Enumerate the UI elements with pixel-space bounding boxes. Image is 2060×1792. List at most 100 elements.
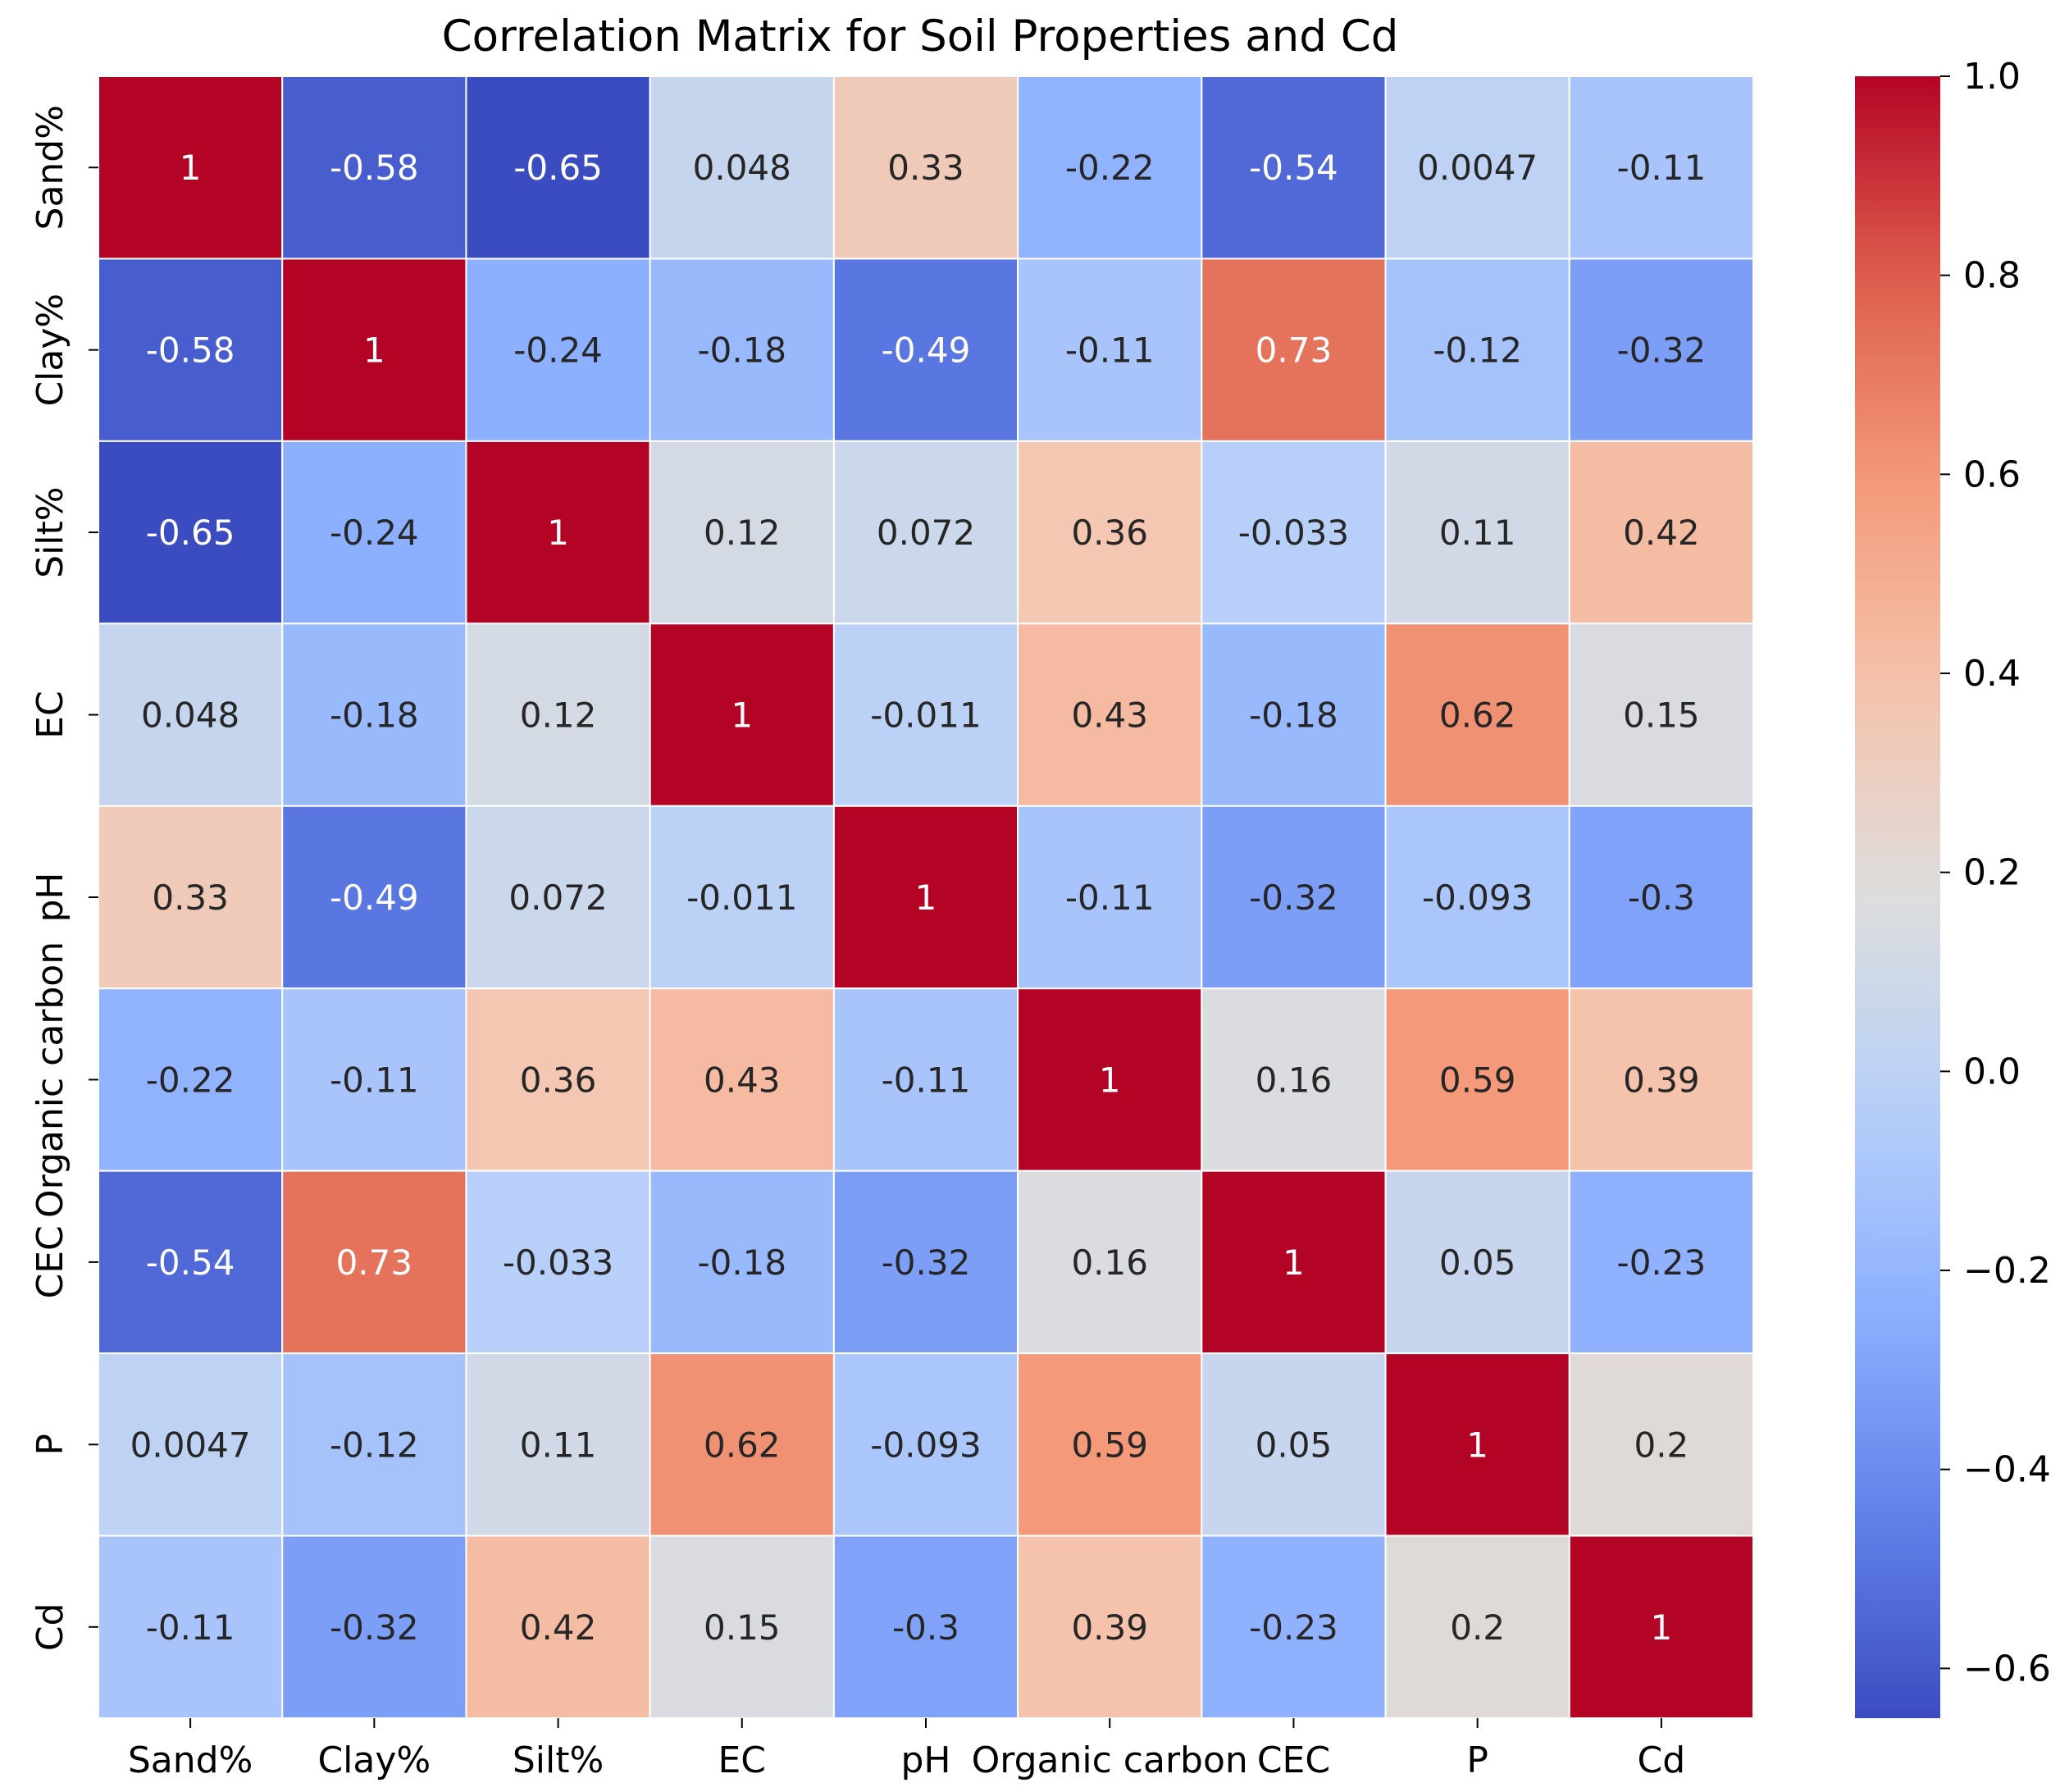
heatmap-cell-6-0 [98,1170,284,1355]
heatmap-cell-3-1 [281,622,467,807]
cell-label-0-7: 0.0047 [1417,148,1538,188]
heatmap-cell-4-2 [465,805,651,990]
heatmap-cells [98,75,1755,1719]
heatmap-cell-7-0 [98,1352,284,1537]
heatmap-cell-5-0 [98,987,284,1172]
y-tick-label-6: CEC [30,1225,71,1298]
cell-label-6-1: 0.73 [336,1243,413,1283]
cell-label-0-1: -0.58 [330,148,419,188]
cell-label-2-3: 0.12 [704,513,781,553]
cell-label-2-1: -0.24 [330,513,419,553]
cell-label-6-4: -0.32 [882,1243,971,1283]
heatmap-cell-2-8 [1568,440,1755,625]
cell-label-6-5: 0.16 [1071,1243,1148,1283]
y-tick-label-0: Sand% [30,105,71,230]
cell-label-6-2: -0.033 [503,1243,613,1283]
x-tick-label-0: Sand% [128,1740,253,1781]
heatmap-cell-6-4 [832,1170,1019,1355]
y-tick-label-8: Cd [30,1603,71,1651]
cell-label-8-0: -0.11 [146,1607,235,1648]
heatmap-cell-7-8 [1568,1352,1755,1537]
cell-label-8-3: 0.15 [704,1607,781,1648]
x-tick-label-8: Cd [1638,1740,1686,1781]
cell-label-1-4: -0.49 [882,331,971,371]
cell-label-8-7: 0.2 [1450,1607,1505,1648]
heatmap-cell-8-3 [649,1534,835,1719]
cell-label-7-6: 0.05 [1256,1425,1333,1465]
heatmap-cell-8-5 [1017,1534,1203,1719]
heatmap-cell-8-8 [1568,1534,1755,1719]
cell-label-0-6: -0.54 [1249,148,1338,188]
cell-label-5-2: 0.36 [520,1060,597,1100]
colorbar-gradient [1855,76,1940,1718]
y-tick-label-7: P [30,1434,71,1456]
cell-label-7-2: 0.11 [520,1425,597,1465]
cell-label-5-3: 0.43 [704,1060,781,1100]
cell-label-5-1: -0.11 [330,1060,419,1100]
heatmap-cell-labels: 1 -0.58 -0.65 0.048 0.33 -0.22 -0.54 0.0047 -0.1… [130,148,1707,1648]
heatmap-cell-0-1 [281,75,467,260]
cell-label-4-3: -0.011 [686,878,797,918]
heatmap-cell-6-7 [1384,1170,1570,1355]
cell-label-4-5: -0.11 [1065,878,1155,918]
heatmap-cell-7-6 [1201,1352,1387,1537]
heatmap-cell-3-8 [1568,622,1755,807]
colorbar-tick-label-7: −0.4 [1963,1449,2051,1491]
cell-label-6-7: 0.05 [1439,1243,1516,1283]
cell-label-6-8: -0.23 [1617,1243,1707,1283]
y-tick-label-4: pH [30,872,71,922]
cell-label-7-3: 0.62 [704,1425,781,1465]
heatmap-cell-1-8 [1568,258,1755,442]
y-axis: Sand% Clay% Silt% EC pH Organic carbon CEC P Cd [30,105,98,1651]
chart-title: Correlation Matrix for Soil Properties a… [442,11,1399,62]
cell-label-2-7: 0.11 [1439,513,1516,553]
heatmap-cell-7-2 [465,1352,651,1537]
heatmap-cell-1-5 [1017,258,1203,442]
cell-label-0-5: -0.22 [1065,148,1155,188]
cell-label-3-4: -0.011 [870,695,981,736]
heatmap-cell-1-6 [1201,258,1387,442]
heatmap-cell-3-0 [98,622,284,807]
heatmap-cell-7-3 [649,1352,835,1537]
cell-label-1-5: -0.11 [1065,331,1155,371]
heatmap-cell-4-3 [649,805,835,990]
heatmap-cell-7-5 [1017,1352,1203,1537]
cell-label-3-2: 0.12 [520,695,597,736]
cell-label-6-0: -0.54 [146,1243,235,1283]
cell-label-0-3: 0.048 [693,148,791,188]
cell-label-7-4: -0.093 [870,1425,981,1465]
cell-label-7-0: 0.0047 [130,1425,251,1465]
heatmap-cell-5-5 [1017,987,1203,1172]
y-tick-label-2: Silt% [30,486,71,577]
cell-label-5-5: 1 [1099,1060,1121,1100]
cell-label-1-2: -0.24 [513,331,603,371]
colorbar-tick-label-5: 0.0 [1963,1051,2021,1092]
heatmap-cell-2-6 [1201,440,1387,625]
cell-label-5-8: 0.39 [1623,1060,1700,1100]
cell-label-8-1: -0.32 [330,1607,419,1648]
heatmap-cell-2-4 [832,440,1019,625]
x-tick-label-1: Clay% [317,1740,431,1781]
y-tick-label-3: EC [30,691,71,739]
cell-label-0-2: -0.65 [513,148,603,188]
heatmap-cell-3-3 [649,622,835,807]
colorbar-tick-label-2: 0.6 [1963,454,2021,495]
heatmap-cell-4-1 [281,805,467,990]
heatmap-cell-2-3 [649,440,835,625]
colorbar-tick-label-0: 1.0 [1963,56,2021,98]
colorbar-tick-label-3: 0.4 [1963,653,2021,695]
cell-label-3-5: 0.43 [1071,695,1148,736]
cell-label-8-8: 1 [1651,1607,1673,1648]
cell-label-2-5: 0.36 [1071,513,1148,553]
heatmap-cell-6-2 [465,1170,651,1355]
cell-label-1-8: -0.32 [1617,331,1707,371]
x-tick-label-5: Organic carbon [972,1740,1248,1781]
cell-label-0-8: -0.11 [1617,148,1707,188]
cell-label-4-2: 0.072 [508,878,607,918]
cell-label-7-1: -0.12 [330,1425,419,1465]
cell-label-2-8: 0.42 [1623,513,1700,553]
cell-label-2-0: -0.65 [146,513,235,553]
heatmap-cell-4-5 [1017,805,1203,990]
cell-label-3-3: 1 [731,695,753,736]
